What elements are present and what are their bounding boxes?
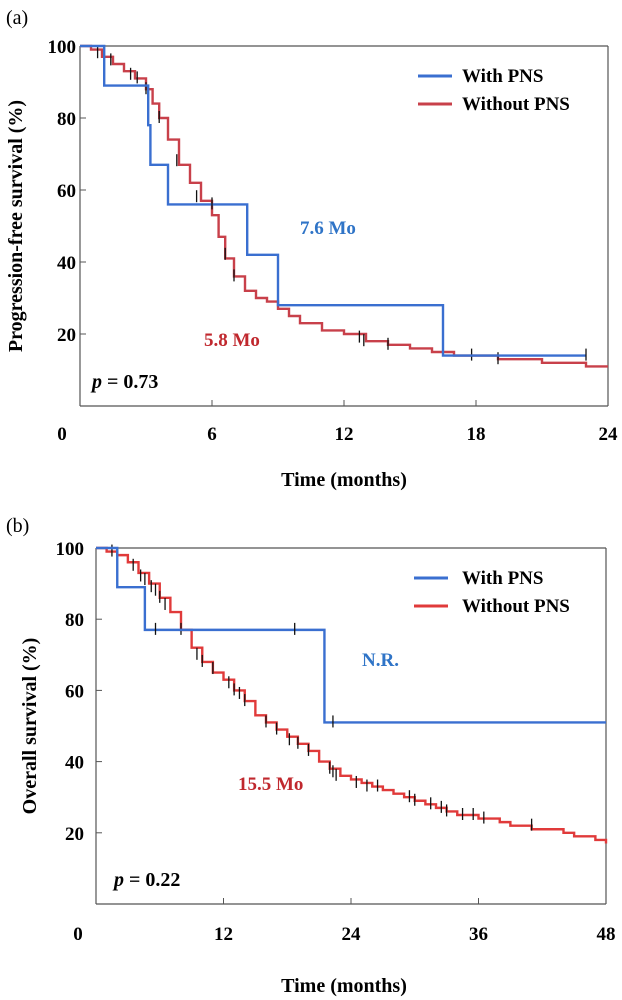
y-tick-label: 100 xyxy=(48,37,77,58)
p-value: p = 0.22 xyxy=(112,869,180,891)
x-tick-label: 12 xyxy=(214,924,233,945)
median-annotation-without-pns: 15.5 Mo xyxy=(238,774,303,795)
legend: With PNS Without PNS xyxy=(418,66,570,115)
x-tick-label: 18 xyxy=(467,424,486,445)
y-tick-label: 60 xyxy=(65,681,84,702)
median-annotation-with-pns: 7.6 Mo xyxy=(300,218,356,239)
legend-label-with-pns: With PNS xyxy=(462,568,543,589)
y-axis-label: Progression-free survival (%) xyxy=(5,100,27,352)
x-tick-label: 0 xyxy=(57,424,67,445)
p-value-number: = 0.73 xyxy=(102,371,158,393)
panel-label-b: (b) xyxy=(6,515,29,537)
x-tick-label: 6 xyxy=(207,424,217,445)
x-tick-label: 36 xyxy=(469,924,488,945)
legend-label-without-pns: Without PNS xyxy=(462,596,570,617)
median-annotation-without-pns: 5.8 Mo xyxy=(204,330,260,351)
x-tick-label: 12 xyxy=(335,424,354,445)
median-annotation-with-pns: N.R. xyxy=(362,650,399,671)
y-tick-label: 20 xyxy=(65,824,84,845)
plot-area xyxy=(79,45,609,407)
p-symbol: p xyxy=(112,869,124,891)
p-value-number: = 0.22 xyxy=(124,869,180,891)
series-group xyxy=(80,44,608,368)
y-tick-label: 40 xyxy=(65,753,84,774)
y-axis-label: Overall survival (%) xyxy=(19,638,41,815)
axis-ticks: 0 6 12 18 24 20 40 60 80 100 xyxy=(48,37,619,445)
y-tick-label: 80 xyxy=(57,109,76,130)
panel-b-os: (b) 0 12 24 36 48 20 40 60 80 100 Overall surviva… xyxy=(6,515,616,997)
legend: With PNS Without PNS xyxy=(414,568,570,617)
x-axis-label: Time (months) xyxy=(281,975,407,997)
survival-curve-without-pns xyxy=(80,44,608,368)
axis-ticks: 0 12 24 36 48 20 40 60 80 100 xyxy=(56,539,616,945)
survival-curve-without-pns xyxy=(96,546,608,844)
series-group xyxy=(96,544,608,844)
p-symbol: p xyxy=(90,371,102,393)
y-tick-label: 20 xyxy=(57,325,76,346)
x-tick-label: 24 xyxy=(599,424,619,445)
x-tick-label: 48 xyxy=(597,924,616,945)
y-tick-label: 40 xyxy=(57,253,76,274)
y-tick-label: 60 xyxy=(57,181,76,202)
y-tick-label: 100 xyxy=(56,539,85,560)
x-tick-label: 0 xyxy=(73,924,83,945)
x-axis-label: Time (months) xyxy=(281,469,407,491)
x-tick-label: 24 xyxy=(342,924,362,945)
survival-curve-with-pns xyxy=(96,546,606,724)
panel-label-a: (a) xyxy=(6,7,28,29)
p-value: p = 0.73 xyxy=(90,371,158,393)
legend-label-without-pns: Without PNS xyxy=(462,94,570,115)
panel-a-pfs: (a) 0 6 12 18 24 20 40 60 80 100 Progression-free… xyxy=(5,7,618,491)
legend-label-with-pns: With PNS xyxy=(462,66,543,87)
y-tick-label: 80 xyxy=(65,610,84,631)
survival-curve-with-pns xyxy=(80,44,586,357)
